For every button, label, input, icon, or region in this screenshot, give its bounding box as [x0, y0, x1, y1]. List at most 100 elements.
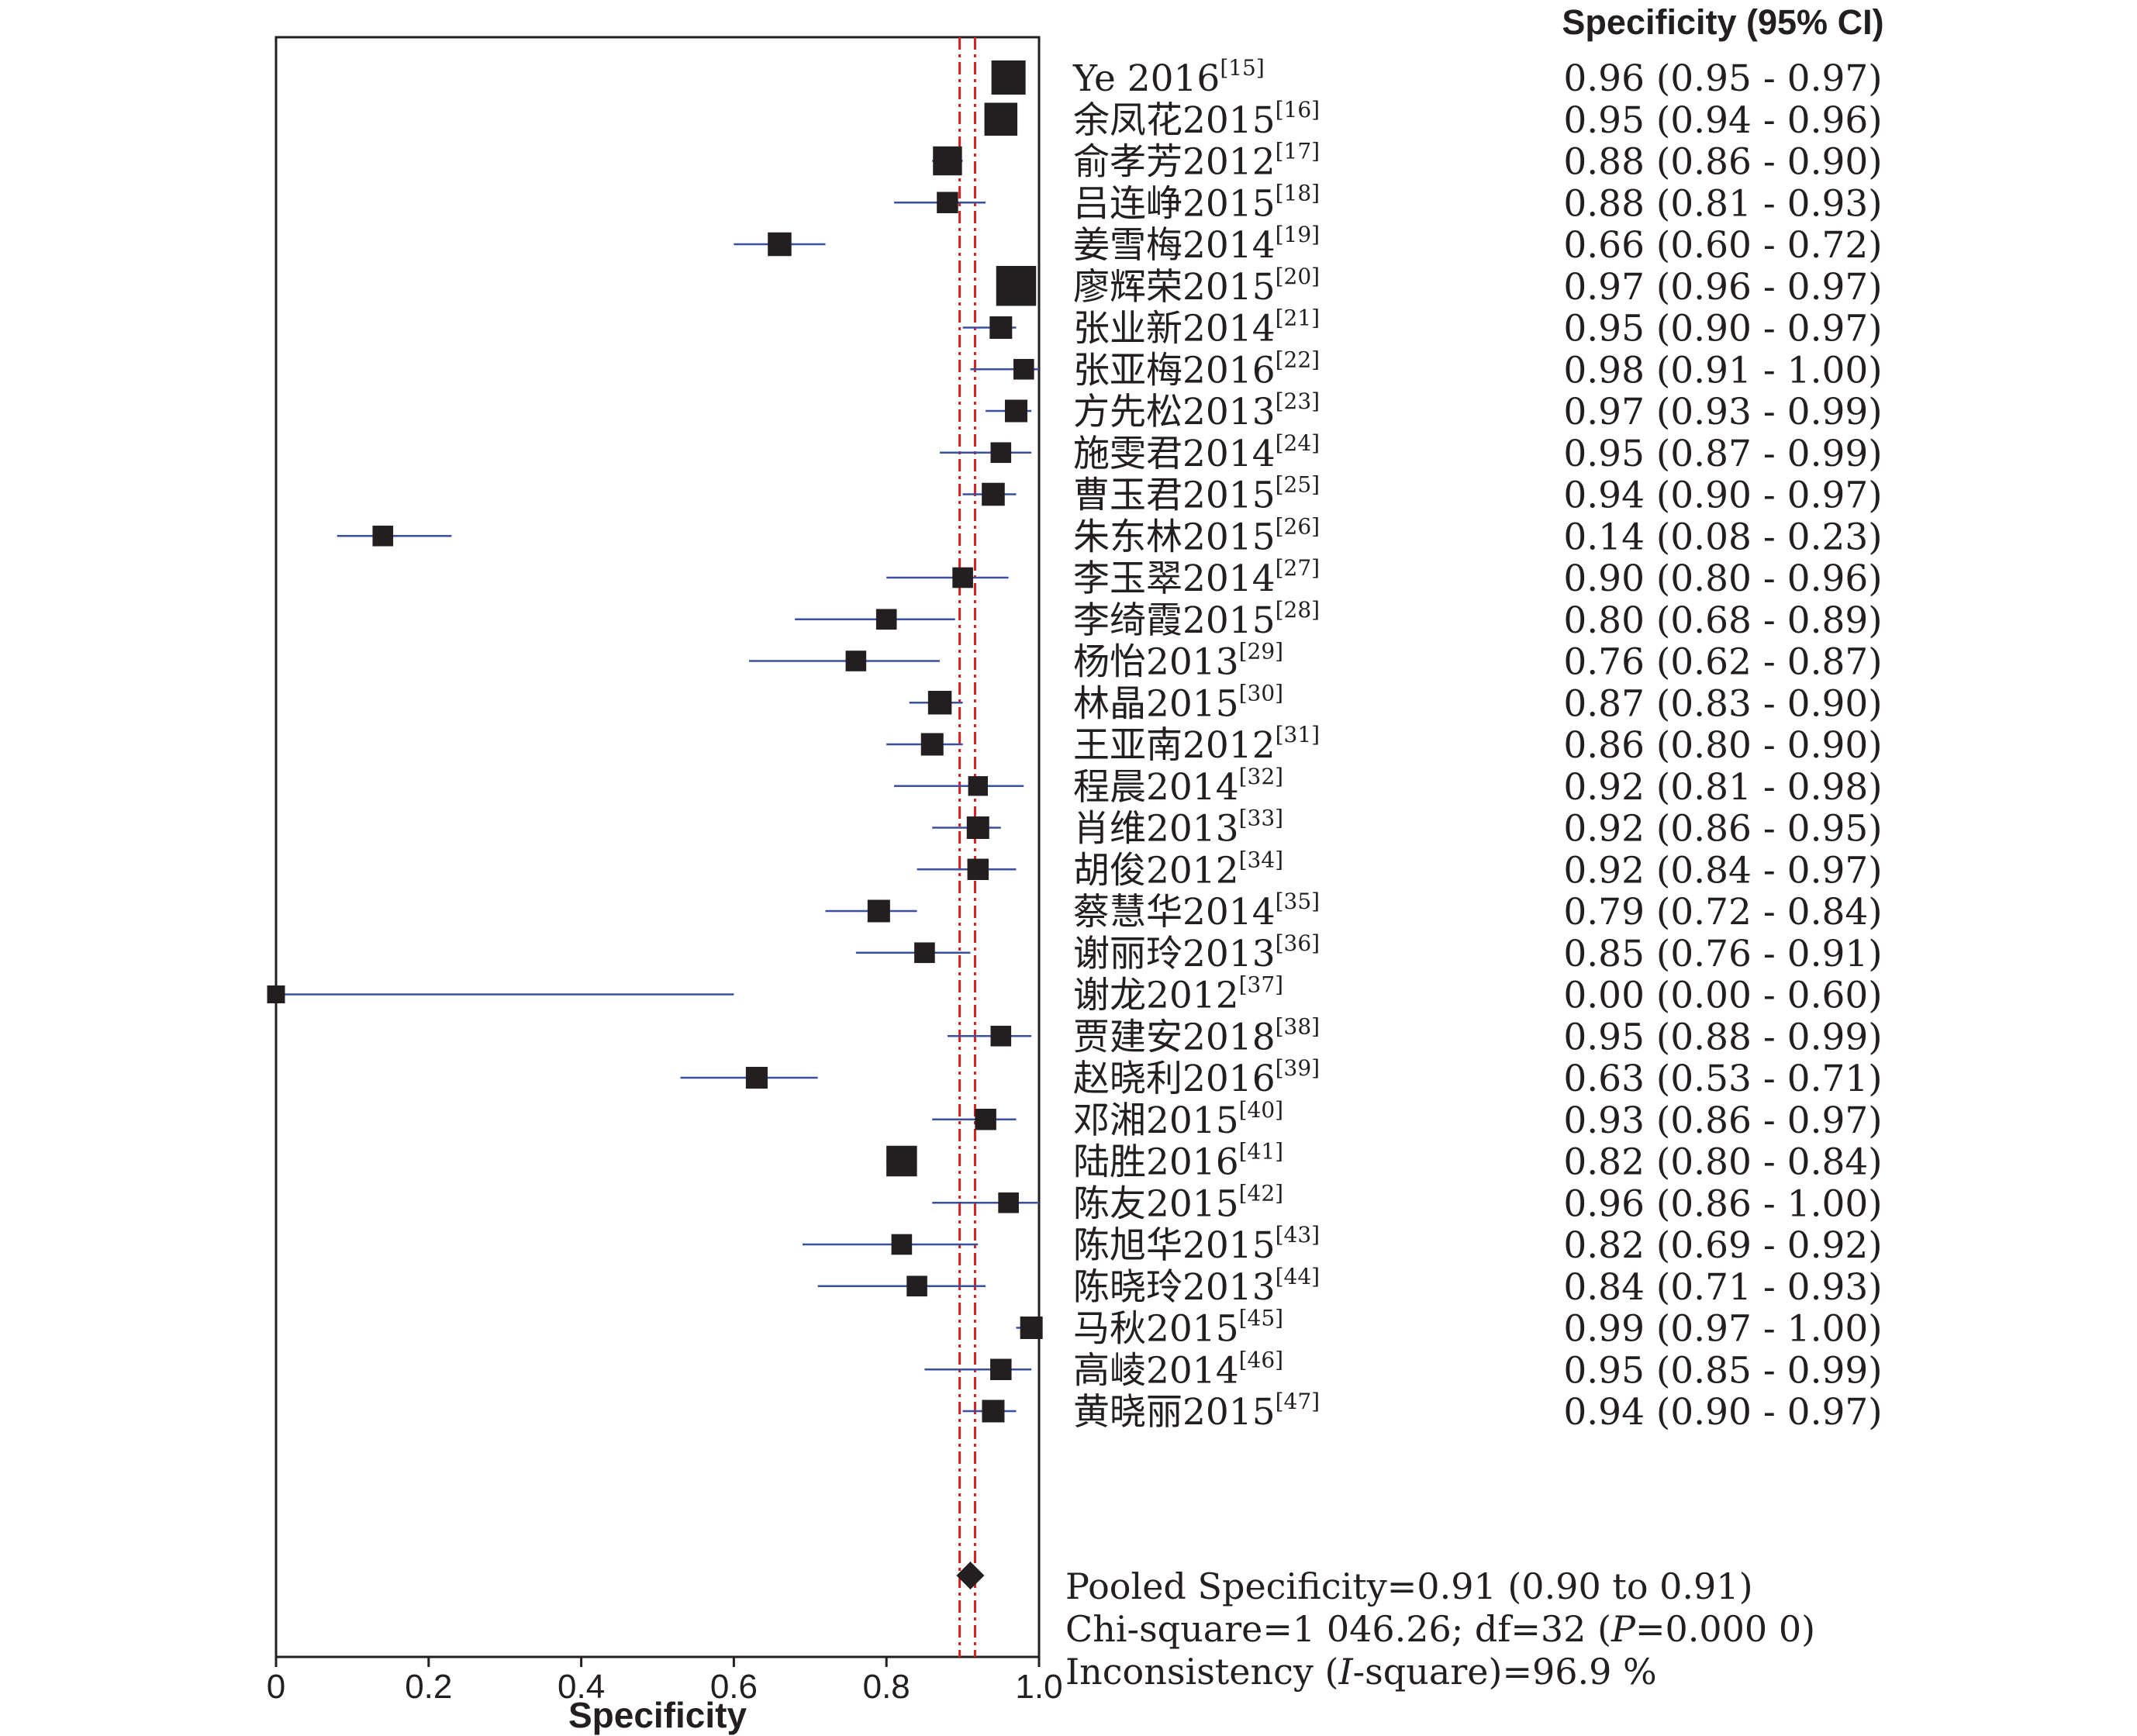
study-label: 余凤花2015[16] — [1073, 97, 1320, 142]
study-reference: [45] — [1239, 1306, 1283, 1331]
study-reference: [16] — [1276, 97, 1320, 123]
study-name: 马秋2015 — [1073, 1308, 1239, 1351]
study-weight-box — [989, 316, 1013, 339]
study-name: 李绮霞2015 — [1073, 599, 1276, 642]
study-label: 李玉翠2014[27] — [1073, 555, 1320, 600]
study-label: 陈晓玲2013[44] — [1073, 1264, 1320, 1309]
study-weight-box — [952, 567, 973, 588]
study-name: 王亚南2012 — [1073, 724, 1276, 767]
x-axis-title: Specificity — [568, 1695, 747, 1735]
study-name: 谢龙2012 — [1073, 975, 1239, 1017]
study-label: 曹玉君2015[25] — [1073, 472, 1320, 517]
study-name: 李玉翠2014 — [1073, 557, 1276, 600]
inconsistency-text: Inconsistency (I-square)=96.9 % — [1065, 1651, 1657, 1693]
study-label: 赵晓利2016[39] — [1073, 1055, 1320, 1100]
x-tick-label: 0.6 — [710, 1668, 758, 1706]
study-reference: [17] — [1276, 139, 1320, 164]
ci-column-header: Specificity (95% CI) — [1562, 2, 1883, 42]
study-name: 朱东林2015 — [1073, 516, 1276, 558]
study-label: 贾建安2018[38] — [1073, 1013, 1320, 1058]
study-ci-value: 0.76 (0.62 - 0.87) — [1563, 641, 1882, 684]
study-ci-value: 0.66 (0.60 - 0.72) — [1563, 224, 1882, 267]
study-label: Ye 2016[15] — [1072, 55, 1265, 100]
study-name: 曹玉君2015 — [1073, 475, 1276, 517]
study-ci-value: 0.88 (0.86 - 0.90) — [1563, 141, 1882, 184]
study-ci-value: 0.95 (0.87 - 0.99) — [1563, 433, 1882, 475]
study-reference: [27] — [1276, 555, 1320, 581]
study-weight-box — [984, 102, 1018, 136]
study-weight-box — [966, 816, 989, 839]
study-reference: [32] — [1239, 764, 1283, 789]
study-ci-value: 0.95 (0.90 - 0.97) — [1563, 308, 1882, 350]
study-weight-box — [975, 1109, 996, 1130]
pooled-specificity-text: Pooled Specificity=0.91 (0.90 to 0.91) — [1065, 1565, 1753, 1607]
study-label: 杨怡2013[29] — [1073, 639, 1283, 684]
x-tick-label: 0.4 — [558, 1668, 605, 1706]
chi-square-suffix: =0.000 0) — [1635, 1608, 1815, 1650]
study-ci-value: 0.96 (0.86 - 1.00) — [1563, 1182, 1882, 1225]
study-label: 张业新2014[21] — [1073, 305, 1320, 350]
study-reference: [21] — [1276, 305, 1320, 331]
study-label: 蔡慧华2014[35] — [1073, 889, 1320, 934]
study-label: 朱东林2015[26] — [1073, 513, 1320, 558]
inconsistency-suffix: -square)=96.9 % — [1353, 1651, 1657, 1693]
study-weight-box — [768, 232, 792, 257]
study-ci-value: 0.93 (0.86 - 0.97) — [1563, 1099, 1882, 1142]
study-weight-box — [927, 691, 952, 715]
study-ci-value: 0.95 (0.85 - 0.99) — [1563, 1349, 1882, 1392]
p-symbol: P — [1611, 1608, 1636, 1650]
study-name: 陈旭华2015 — [1073, 1224, 1276, 1267]
study-reference: [40] — [1239, 1097, 1283, 1123]
study-weight-box — [990, 442, 1012, 464]
study-ci-value: 0.98 (0.91 - 1.00) — [1563, 349, 1882, 392]
study-label: 施雯君2014[24] — [1073, 430, 1320, 475]
study-label: 张亚梅2016[22] — [1073, 347, 1320, 392]
study-reference: [22] — [1276, 347, 1320, 372]
study-weight-box — [875, 609, 897, 630]
study-weight-box — [1004, 399, 1027, 423]
study-name: 高崚2014 — [1073, 1349, 1239, 1392]
study-name: 陈友2015 — [1073, 1182, 1239, 1225]
study-reference: [39] — [1276, 1055, 1320, 1081]
study-reference: [34] — [1239, 847, 1283, 872]
study-ci-value: 0.97 (0.96 - 0.97) — [1563, 266, 1882, 309]
study-name: 廖辉荣2015 — [1073, 266, 1276, 309]
study-name: Ye 2016 — [1072, 57, 1220, 100]
study-weight-box — [891, 1234, 913, 1255]
study-label: 陆胜2016[41] — [1073, 1139, 1283, 1184]
study-label: 王亚南2012[31] — [1073, 722, 1320, 767]
study-ci-value: 0.87 (0.83 - 0.90) — [1563, 682, 1882, 725]
study-label: 吕连峥2015[18] — [1073, 180, 1320, 225]
study-label: 程晨2014[32] — [1073, 764, 1283, 809]
x-tick-label: 1.0 — [1015, 1668, 1062, 1706]
study-name: 邓湘2015 — [1073, 1099, 1239, 1142]
study-weight-box — [1013, 358, 1034, 380]
study-reference: [20] — [1276, 264, 1320, 289]
study-reference: [38] — [1276, 1013, 1320, 1039]
study-weight-box — [745, 1066, 768, 1089]
study-reference: [41] — [1239, 1139, 1283, 1165]
study-ci-value: 0.96 (0.95 - 0.97) — [1563, 57, 1882, 100]
study-ci-value: 0.82 (0.80 - 0.84) — [1563, 1141, 1882, 1184]
study-weight-box — [372, 525, 394, 547]
study-name: 张业新2014 — [1073, 308, 1276, 350]
study-reference: [31] — [1276, 722, 1320, 747]
study-name: 胡俊2012 — [1073, 849, 1239, 892]
study-label: 谢丽玲2013[36] — [1073, 930, 1320, 975]
study-label: 马秋2015[45] — [1073, 1306, 1283, 1351]
study-label: 邓湘2015[40] — [1073, 1097, 1283, 1142]
study-ci-value: 0.63 (0.53 - 0.71) — [1563, 1058, 1882, 1100]
study-name: 吕连峥2015 — [1073, 182, 1276, 225]
study-ci-value: 0.92 (0.84 - 0.97) — [1563, 849, 1882, 892]
study-weight-box — [920, 733, 944, 756]
study-reference: [35] — [1276, 889, 1320, 914]
study-weight-box — [914, 942, 935, 964]
study-ci-value: 0.92 (0.81 - 0.98) — [1563, 766, 1882, 809]
study-name: 施雯君2014 — [1073, 433, 1276, 475]
study-name: 蔡慧华2014 — [1073, 891, 1276, 934]
study-reference: [25] — [1276, 472, 1320, 498]
study-label: 肖维2013[33] — [1073, 806, 1283, 851]
study-name: 赵晓利2016 — [1073, 1058, 1276, 1100]
study-ci-value: 0.82 (0.69 - 0.92) — [1563, 1224, 1882, 1267]
